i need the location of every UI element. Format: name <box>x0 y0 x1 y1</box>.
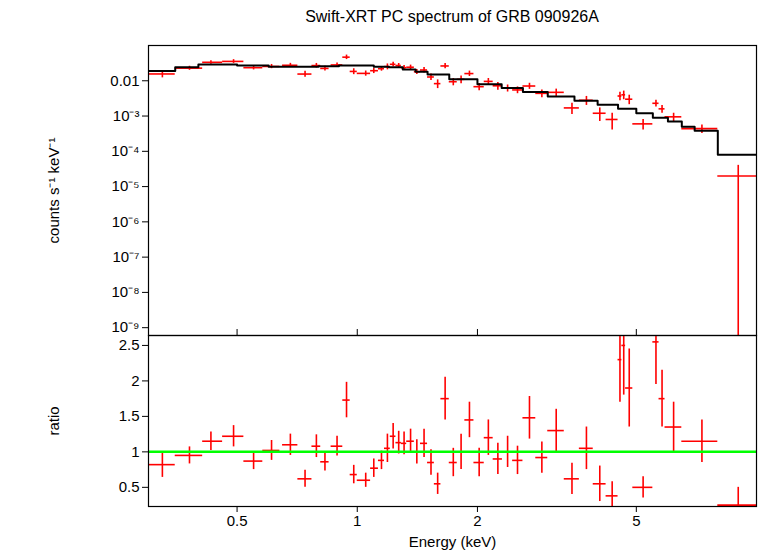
svg-text:10⁻⁴: 10⁻⁴ <box>111 142 139 159</box>
svg-text:10⁻⁸: 10⁻⁸ <box>111 283 139 300</box>
svg-text:10⁻⁵: 10⁻⁵ <box>112 177 140 194</box>
svg-text:2: 2 <box>473 512 481 529</box>
svg-text:10⁻⁶: 10⁻⁶ <box>112 213 140 230</box>
html-text:Swift-XRT PC spectrum of GRB 0: Swift-XRT PC spectrum of GRB 090926A <box>305 8 599 25</box>
svg-text:10⁻⁹: 10⁻⁹ <box>111 318 139 335</box>
svg-text:10⁻³: 10⁻³ <box>113 107 140 124</box>
svg-text:5: 5 <box>632 512 640 529</box>
svg-text:counts s⁻¹ keV⁻¹: counts s⁻¹ keV⁻¹ <box>45 138 62 244</box>
svg-text:2.5: 2.5 <box>119 336 140 353</box>
svg-text:1: 1 <box>131 443 139 460</box>
svg-text:10⁻⁷: 10⁻⁷ <box>112 248 139 265</box>
svg-text:ratio: ratio <box>45 406 62 435</box>
svg-text:0.5: 0.5 <box>227 512 248 529</box>
svg-text:0.01: 0.01 <box>110 72 139 89</box>
svg-text:1: 1 <box>353 512 361 529</box>
svg-text:Energy (keV): Energy (keV) <box>409 533 497 550</box>
svg-text:1.5: 1.5 <box>119 407 140 424</box>
svg-text:0.5: 0.5 <box>119 478 140 495</box>
svg-text:2: 2 <box>131 372 139 389</box>
